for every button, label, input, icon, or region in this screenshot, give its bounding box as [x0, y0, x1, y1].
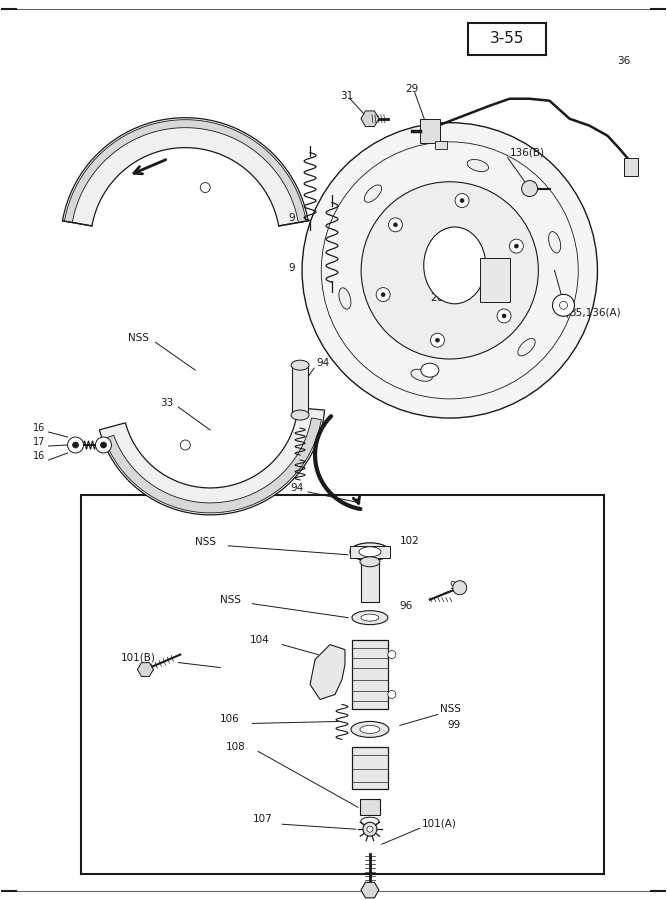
Text: 136(B): 136(B): [510, 148, 545, 157]
Text: 35,136(A): 35,136(A): [570, 307, 621, 318]
Ellipse shape: [424, 227, 486, 304]
Circle shape: [394, 223, 398, 227]
Circle shape: [367, 826, 373, 832]
Text: 94: 94: [316, 358, 329, 368]
Text: 17: 17: [33, 437, 45, 447]
Text: 107: 107: [253, 814, 273, 824]
Circle shape: [453, 580, 467, 595]
Text: 16: 16: [33, 423, 45, 433]
Polygon shape: [361, 111, 379, 127]
Text: 104: 104: [250, 634, 270, 644]
Circle shape: [388, 218, 402, 232]
Text: 36: 36: [618, 56, 631, 66]
Circle shape: [302, 122, 598, 418]
Text: 99: 99: [448, 720, 461, 731]
Text: FRONT: FRONT: [129, 134, 166, 147]
Circle shape: [430, 333, 444, 347]
Ellipse shape: [339, 288, 351, 310]
Ellipse shape: [359, 547, 381, 557]
Polygon shape: [137, 662, 153, 677]
Ellipse shape: [360, 557, 380, 567]
Ellipse shape: [364, 184, 382, 202]
Circle shape: [510, 239, 524, 253]
Text: 97: 97: [450, 580, 463, 590]
Text: 9: 9: [288, 264, 295, 274]
Bar: [350, 545, 390, 558]
Text: 9: 9: [288, 213, 295, 223]
Bar: [360, 799, 380, 815]
Ellipse shape: [467, 159, 488, 172]
Polygon shape: [63, 118, 308, 226]
Ellipse shape: [361, 614, 379, 621]
Circle shape: [502, 314, 506, 318]
Text: NSS: NSS: [129, 333, 149, 343]
Circle shape: [67, 437, 83, 453]
Text: 102: 102: [400, 536, 420, 545]
Circle shape: [552, 294, 574, 316]
Ellipse shape: [351, 722, 389, 737]
Circle shape: [514, 244, 518, 248]
Circle shape: [361, 182, 538, 359]
Text: 26: 26: [430, 293, 443, 303]
Polygon shape: [65, 120, 306, 222]
Bar: [352, 747, 388, 789]
Ellipse shape: [291, 410, 309, 420]
Circle shape: [560, 302, 568, 310]
Text: 94: 94: [290, 483, 303, 493]
Ellipse shape: [518, 338, 535, 356]
Polygon shape: [310, 644, 345, 699]
Bar: [292, 365, 308, 415]
Bar: [352, 640, 388, 709]
Text: 3-55: 3-55: [490, 32, 524, 47]
Circle shape: [101, 442, 107, 448]
Text: NSS: NSS: [195, 536, 216, 547]
Ellipse shape: [421, 364, 439, 377]
Circle shape: [436, 338, 440, 342]
Ellipse shape: [291, 360, 309, 370]
Polygon shape: [99, 408, 325, 515]
Bar: [468, 22, 546, 55]
Bar: [361, 562, 379, 602]
Polygon shape: [361, 882, 379, 898]
Circle shape: [522, 181, 538, 196]
Bar: [81, 495, 604, 874]
Bar: [435, 140, 447, 148]
Circle shape: [376, 288, 390, 302]
Circle shape: [321, 142, 578, 399]
Polygon shape: [104, 418, 321, 513]
Ellipse shape: [352, 611, 388, 625]
Text: 29: 29: [405, 84, 418, 94]
Text: 101(A): 101(A): [422, 818, 457, 828]
Circle shape: [73, 442, 79, 448]
Text: 108: 108: [226, 742, 246, 752]
Circle shape: [363, 823, 377, 836]
Bar: [480, 258, 510, 302]
Circle shape: [460, 199, 464, 202]
Ellipse shape: [361, 817, 379, 825]
Circle shape: [497, 309, 511, 323]
Circle shape: [95, 437, 111, 453]
Ellipse shape: [360, 725, 380, 734]
Circle shape: [200, 183, 210, 193]
Bar: [624, 158, 638, 176]
Text: NSS: NSS: [220, 595, 241, 605]
Ellipse shape: [411, 369, 432, 382]
Bar: [420, 119, 440, 142]
Text: NSS: NSS: [440, 705, 461, 715]
Text: 16: 16: [33, 451, 45, 461]
Text: 101(B): 101(B): [121, 652, 155, 662]
Ellipse shape: [350, 543, 390, 561]
Circle shape: [455, 194, 469, 208]
Text: 31: 31: [340, 91, 354, 101]
Text: 96: 96: [400, 600, 413, 611]
Circle shape: [180, 440, 190, 450]
Circle shape: [388, 651, 396, 659]
Text: 106: 106: [220, 715, 240, 724]
Circle shape: [381, 292, 385, 297]
Circle shape: [388, 690, 396, 698]
Text: 33: 33: [160, 398, 173, 408]
Ellipse shape: [548, 231, 561, 253]
